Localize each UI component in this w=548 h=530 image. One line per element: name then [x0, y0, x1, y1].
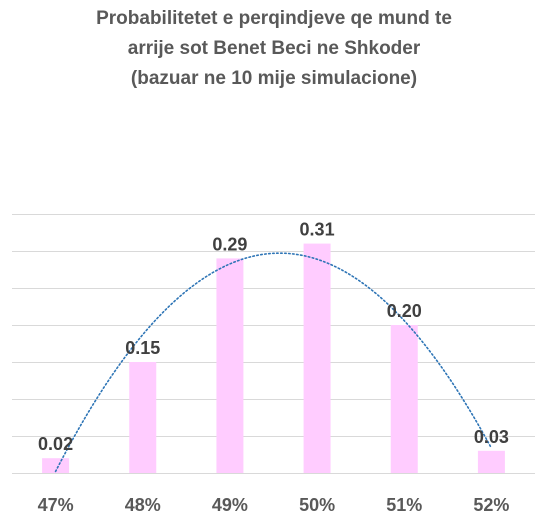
bar-51pct [390, 325, 418, 473]
x-tick-label: 48% [125, 495, 161, 515]
data-label: 0.20 [387, 301, 422, 321]
data-label: 0.03 [474, 427, 509, 447]
x-tick-label: 51% [386, 495, 422, 515]
bar-52pct [477, 450, 505, 473]
chart-title-line-2: arrije sot Benet Beci ne Shkoder [127, 38, 421, 59]
bar-50pct [303, 243, 331, 473]
bar-48pct [129, 362, 157, 473]
chart-title-line-3: (bazuar ne 10 mije simulacione) [130, 68, 418, 89]
data-label: 0.29 [212, 234, 247, 254]
data-label: 0.31 [300, 220, 335, 240]
chart-title-line-1: Probabilitetet e perqindjeve qe mund te [96, 8, 452, 29]
bar-47pct [42, 458, 70, 473]
x-tick-label: 50% [299, 495, 335, 515]
x-tick-label: 49% [212, 495, 248, 515]
trendline-path [54, 252, 493, 473]
trendline [54, 252, 493, 473]
bar-49pct [216, 258, 244, 473]
bars [42, 243, 505, 473]
data-label: 0.15 [125, 338, 160, 358]
x-tick-label: 52% [473, 495, 509, 515]
x-tick-label: 47% [38, 495, 74, 515]
data-label: 0.02 [38, 434, 73, 454]
data-labels: 0.02 0.15 0.29 0.31 0.20 0.03 [38, 220, 509, 455]
gridlines [12, 214, 535, 474]
x-tick-labels: 47% 48% 49% 50% 51% 52% [38, 495, 510, 515]
chart-title: Probabilitetet e perqindjeve qe mund te … [0, 4, 548, 94]
